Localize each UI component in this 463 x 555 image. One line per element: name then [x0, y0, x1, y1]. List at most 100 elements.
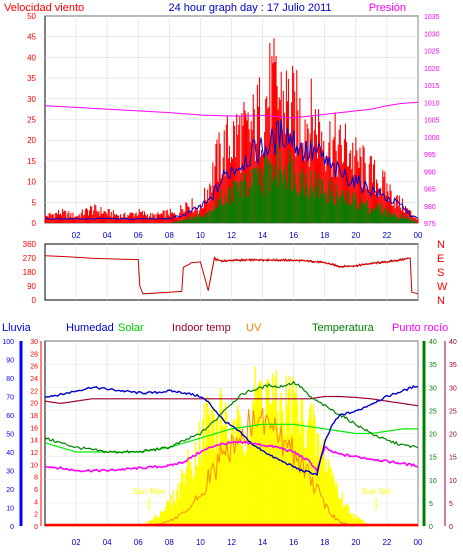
- humidity-tick-label: 6: [34, 487, 38, 494]
- wind-x-tick-label: 20: [351, 231, 360, 240]
- temperature-tick-label: 5: [429, 501, 433, 508]
- wind-x-tick-label: 08: [165, 231, 174, 240]
- climate-x-tick-label: 00: [414, 538, 423, 547]
- header: Velocidad viento 24 hour graph day : 17 …: [4, 2, 406, 14]
- direction-line: [44, 255, 419, 295]
- direction-tick-label: 90: [27, 282, 36, 291]
- sunrise-label: Sun Rise: [133, 487, 166, 496]
- temperature-tick-label: 25: [429, 408, 437, 415]
- legend-rain: Lluvia: [2, 322, 32, 334]
- wind-x-tick-label: 18: [320, 231, 329, 240]
- wind-right-label: Presión: [369, 2, 406, 14]
- wind-left-tick-label: 0: [32, 219, 37, 228]
- direction-tick-label: 0: [32, 296, 37, 305]
- compass-label: W: [437, 281, 448, 293]
- pressure-tick-label: 1010: [424, 100, 440, 107]
- dewpoint-tick-label: 35: [449, 362, 457, 369]
- humidity-tick-label: 20: [30, 401, 38, 408]
- dewpoint-line: [44, 440, 419, 474]
- wind-left-tick-label: 10: [27, 178, 36, 187]
- humidity-tick-label: 24: [30, 376, 38, 383]
- pressure-tick-label: 1000: [424, 135, 440, 142]
- climate-x-tick-label: 10: [196, 538, 205, 547]
- dewpoint-tick-label: 30: [449, 385, 457, 392]
- legend-dewpoint: Punto rocío: [392, 322, 448, 334]
- climate-x-tick-label: 20: [351, 538, 360, 547]
- temperature-tick-label: 30: [429, 385, 437, 392]
- rain-tick-label: 0: [10, 524, 14, 531]
- dewpoint-tick-label: 20: [449, 432, 457, 439]
- pressure-tick-label: 985: [424, 187, 436, 194]
- pressure-tick-label: 1020: [424, 66, 440, 73]
- humidity-tick-label: 2: [34, 512, 38, 519]
- humidity-tick-label: 26: [30, 364, 38, 371]
- climate-x-tick-label: 16: [289, 538, 298, 547]
- climate-panel: 0102030405060708090100024681012141618202…: [2, 339, 457, 547]
- climate-x-tick-label: 14: [258, 538, 267, 547]
- pressure-tick-label: 1035: [424, 14, 440, 21]
- climate-x-tick-label: 22: [382, 538, 391, 547]
- legend-solar: Solar: [118, 322, 144, 334]
- humidity-tick-label: 28: [30, 351, 38, 358]
- pressure-tick-label: 1015: [424, 83, 440, 90]
- wind-x-tick-label: 00: [414, 231, 423, 240]
- wind-left-tick-label: 15: [27, 157, 36, 166]
- legend-humidity: Humedad: [66, 322, 114, 334]
- pressure-tick-label: 1025: [424, 49, 440, 56]
- climate-x-tick-label: 18: [320, 538, 329, 547]
- pressure-tick-label: 980: [424, 204, 436, 211]
- rain-tick-label: 70: [6, 395, 14, 402]
- wind-x-tick-label: 16: [289, 231, 298, 240]
- humidity-tick-label: 10: [30, 462, 38, 469]
- indoor-line: [44, 395, 419, 407]
- humidity-tick-label: 18: [30, 413, 38, 420]
- rain-tick-label: 100: [2, 339, 14, 346]
- rain-tick-label: 60: [6, 413, 14, 420]
- climate-legend: Lluvia Humedad Solar Indoor temp UV Temp…: [2, 322, 448, 334]
- temperature-tick-label: 0: [429, 524, 433, 531]
- temperature-tick-label: 10: [429, 478, 437, 485]
- temperature-tick-label: 40: [429, 339, 437, 346]
- climate-x-tick-label: 06: [134, 538, 143, 547]
- wind-x-tick-label: 22: [382, 231, 391, 240]
- wind-left-label: Velocidad viento: [4, 2, 84, 14]
- humidity-tick-label: 16: [30, 425, 38, 432]
- temperature-tick-label: 20: [429, 432, 437, 439]
- rain-tick-label: 20: [6, 487, 14, 494]
- pressure-tick-label: 1030: [424, 31, 440, 38]
- rain-tick-label: 30: [6, 469, 14, 476]
- temperature-tick-label: 15: [429, 455, 437, 462]
- direction-noise-line: [209, 256, 410, 282]
- wind-panel: 0510152025303540455097598098599099510001…: [27, 12, 440, 240]
- dewpoint-tick-label: 25: [449, 408, 457, 415]
- wind-x-tick-label: 12: [227, 231, 236, 240]
- compass-label: N: [437, 295, 445, 307]
- pressure-tick-label: 975: [424, 221, 436, 228]
- humidity-tick-label: 0: [34, 524, 38, 531]
- legend-indoor: Indoor temp: [172, 322, 231, 334]
- wind-left-tick-label: 30: [27, 95, 36, 104]
- direction-tick-label: 180: [23, 268, 37, 277]
- pressure-line: [44, 101, 419, 119]
- rain-tick-label: 90: [6, 358, 14, 365]
- wind-left-tick-label: 20: [27, 136, 36, 145]
- wind-left-tick-label: 40: [27, 53, 36, 62]
- direction-panel: 0 N 90 W 180 S 270 E 360 N: [23, 239, 448, 307]
- climate-x-tick-label: 12: [227, 538, 236, 547]
- wind-x-tick-label: 04: [103, 231, 112, 240]
- dewpoint-tick-label: 10: [449, 478, 457, 485]
- wind-x-tick-label: 02: [72, 231, 81, 240]
- humidity-tick-label: 30: [30, 339, 38, 346]
- dewpoint-tick-label: 40: [449, 339, 457, 346]
- pressure-tick-label: 995: [424, 152, 436, 159]
- sunset-label: Sun Set: [362, 487, 391, 496]
- climate-x-tick-label: 02: [72, 538, 81, 547]
- wind-x-tick-label: 10: [196, 231, 205, 240]
- wind-left-tick-label: 45: [27, 33, 36, 42]
- climate-x-tick-label: 08: [165, 538, 174, 547]
- temperature-line: [44, 380, 419, 454]
- direction-tick-label: 360: [23, 240, 37, 249]
- humidity-tick-label: 8: [34, 475, 38, 482]
- dewpoint-tick-label: 0: [449, 524, 453, 531]
